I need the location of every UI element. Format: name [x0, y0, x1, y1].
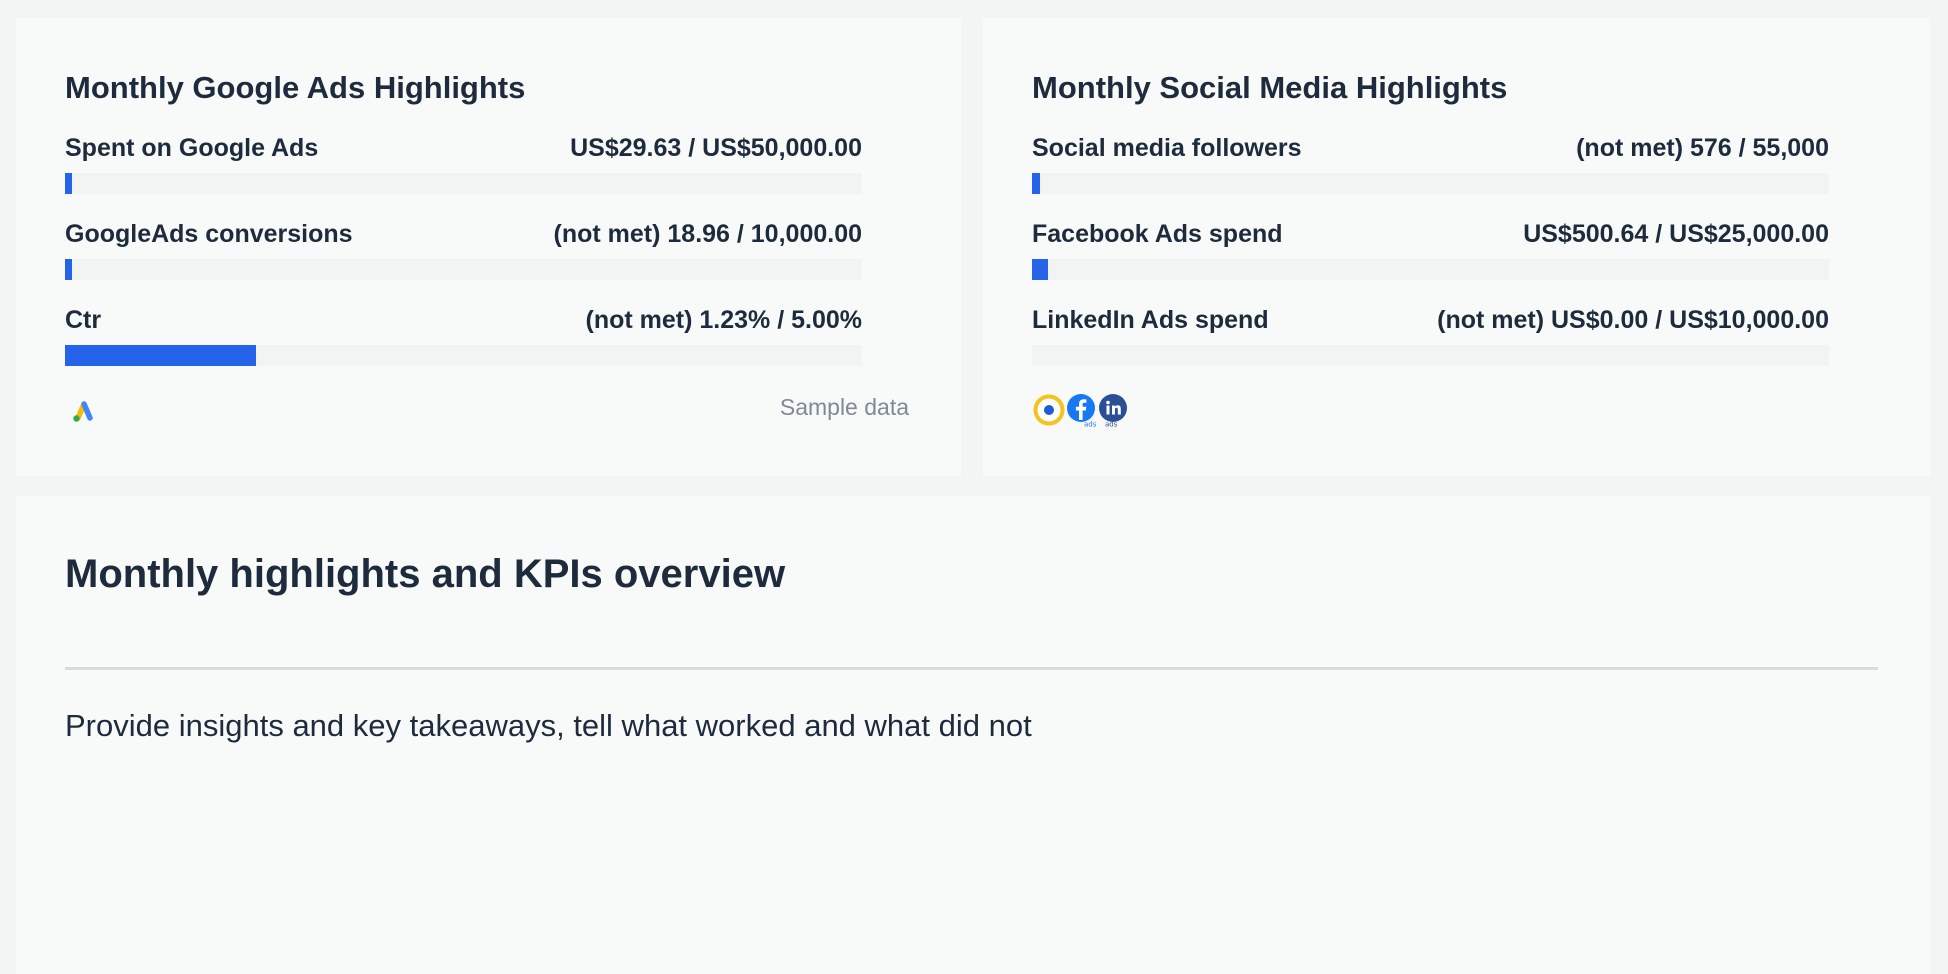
ads-badge: ads	[1084, 421, 1097, 428]
kpi-label: GoogleAds conversions	[65, 220, 353, 248]
kpi-label: LinkedIn Ads spend	[1032, 306, 1269, 334]
kpi-label: Spent on Google Ads	[65, 134, 319, 162]
kpi-value: (not met) US$0.00 / US$10,000.00	[1437, 306, 1829, 334]
kpi-overview-card: Monthly highlights and KPIs overview Pro…	[16, 496, 1930, 974]
kpi-ctr: Ctr (not met) 1.23% / 5.00%	[65, 306, 862, 376]
kpi-facebook-ads-spend: Facebook Ads spend US$500.64 / US$25,000…	[1032, 220, 1829, 290]
overview-title: Monthly highlights and KPIs overview	[65, 552, 786, 596]
kpi-label: Ctr	[65, 306, 102, 334]
kpi-value: (not met) 18.96 / 10,000.00	[553, 220, 862, 248]
google-ads-highlights-card: Monthly Google Ads Highlights Spent on G…	[16, 18, 961, 476]
progress-fill	[65, 173, 73, 194]
kpi-label: Facebook Ads spend	[1032, 220, 1283, 248]
kpi-googleads-conversions: GoogleAds conversions (not met) 18.96 / …	[65, 220, 862, 290]
progress-track	[65, 259, 862, 280]
kpi-value: US$29.63 / US$50,000.00	[570, 134, 862, 162]
kpi-value: US$500.64 / US$25,000.00	[1523, 220, 1829, 248]
progress-fill	[65, 259, 73, 280]
progress-track	[1032, 259, 1829, 280]
ads-badge: ads	[1105, 421, 1118, 428]
progress-track	[1032, 345, 1829, 366]
overview-text[interactable]: Provide insights and key takeaways, tell…	[65, 708, 1032, 743]
progress-fill	[65, 345, 257, 366]
divider	[65, 667, 1878, 670]
social-media-highlights-card: Monthly Social Media Highlights Social m…	[983, 18, 1930, 476]
sample-data-note: Sample data	[779, 394, 909, 420]
linkedin-ads-icon: ads	[1096, 393, 1130, 429]
progress-fill	[1032, 259, 1048, 280]
card-title: Monthly Social Media Highlights	[1032, 70, 1508, 105]
progress-track	[1032, 173, 1829, 194]
card-title: Monthly Google Ads Highlights	[65, 70, 526, 105]
kpi-value: (not met) 1.23% / 5.00%	[585, 306, 862, 334]
kpi-spent-on-google-ads: Spent on Google Ads US$29.63 / US$50,000…	[65, 134, 862, 204]
google-ads-icon	[65, 393, 99, 427]
kpi-social-media-followers: Social media followers (not met) 576 / 5…	[1032, 134, 1829, 204]
progress-track	[65, 345, 862, 366]
kpi-linkedin-ads-spend: LinkedIn Ads spend (not met) US$0.00 / U…	[1032, 306, 1829, 376]
kpi-value: (not met) 576 / 55,000	[1576, 134, 1829, 162]
facebook-ads-icon: ads	[1064, 393, 1098, 429]
kpi-label: Social media followers	[1032, 134, 1302, 162]
social-target-icon	[1032, 393, 1066, 427]
progress-fill	[1032, 173, 1041, 194]
progress-track	[65, 173, 862, 194]
